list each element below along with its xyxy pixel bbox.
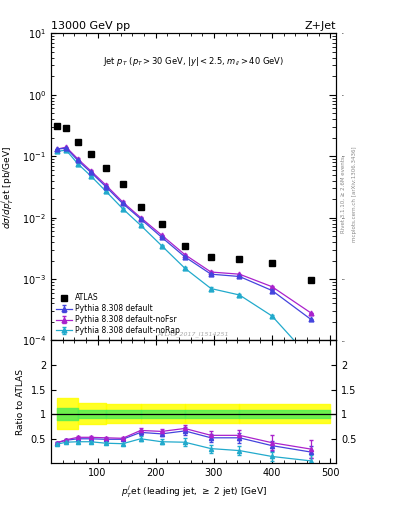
Y-axis label: $d\sigma/dp_T^j$et [pb/GeV]: $d\sigma/dp_T^j$et [pb/GeV] — [0, 145, 17, 228]
ATLAS — [120, 181, 125, 187]
Text: Jet $p_T$ ($p_T > 30$ GeV, $|y| < 2.5$, $m_{ll} > 40$ GeV): Jet $p_T$ ($p_T > 30$ GeV, $|y| < 2.5$, … — [103, 55, 284, 68]
ATLAS — [103, 164, 108, 170]
ATLAS — [138, 204, 143, 210]
Text: Rivet 3.1.10, ≥ 2.6M events: Rivet 3.1.10, ≥ 2.6M events — [341, 156, 346, 233]
ATLAS — [209, 254, 213, 260]
Text: mcplots.cern.ch [arXiv:1306.3436]: mcplots.cern.ch [arXiv:1306.3436] — [352, 147, 357, 242]
Line: ATLAS: ATLAS — [54, 123, 314, 284]
Text: 13000 GeV pp: 13000 GeV pp — [51, 21, 130, 31]
ATLAS — [237, 256, 242, 262]
Legend: ATLAS, Pythia 8.308 default, Pythia 8.308 default-noFsr, Pythia 8.308 default-no: ATLAS, Pythia 8.308 default, Pythia 8.30… — [55, 292, 181, 337]
ATLAS — [88, 151, 93, 157]
ATLAS — [64, 125, 68, 131]
Text: ATLAS_2017_I1514251: ATLAS_2017_I1514251 — [158, 332, 229, 337]
ATLAS — [55, 123, 59, 129]
Text: Z+Jet: Z+Jet — [305, 21, 336, 31]
Y-axis label: Ratio to ATLAS: Ratio to ATLAS — [16, 369, 25, 435]
ATLAS — [75, 139, 80, 145]
ATLAS — [182, 243, 187, 249]
ATLAS — [309, 278, 313, 284]
ATLAS — [159, 221, 164, 227]
X-axis label: $p_T^j$et (leading jet, $\geq$ 2 jet) [GeV]: $p_T^j$et (leading jet, $\geq$ 2 jet) [G… — [121, 484, 266, 500]
ATLAS — [270, 260, 274, 266]
